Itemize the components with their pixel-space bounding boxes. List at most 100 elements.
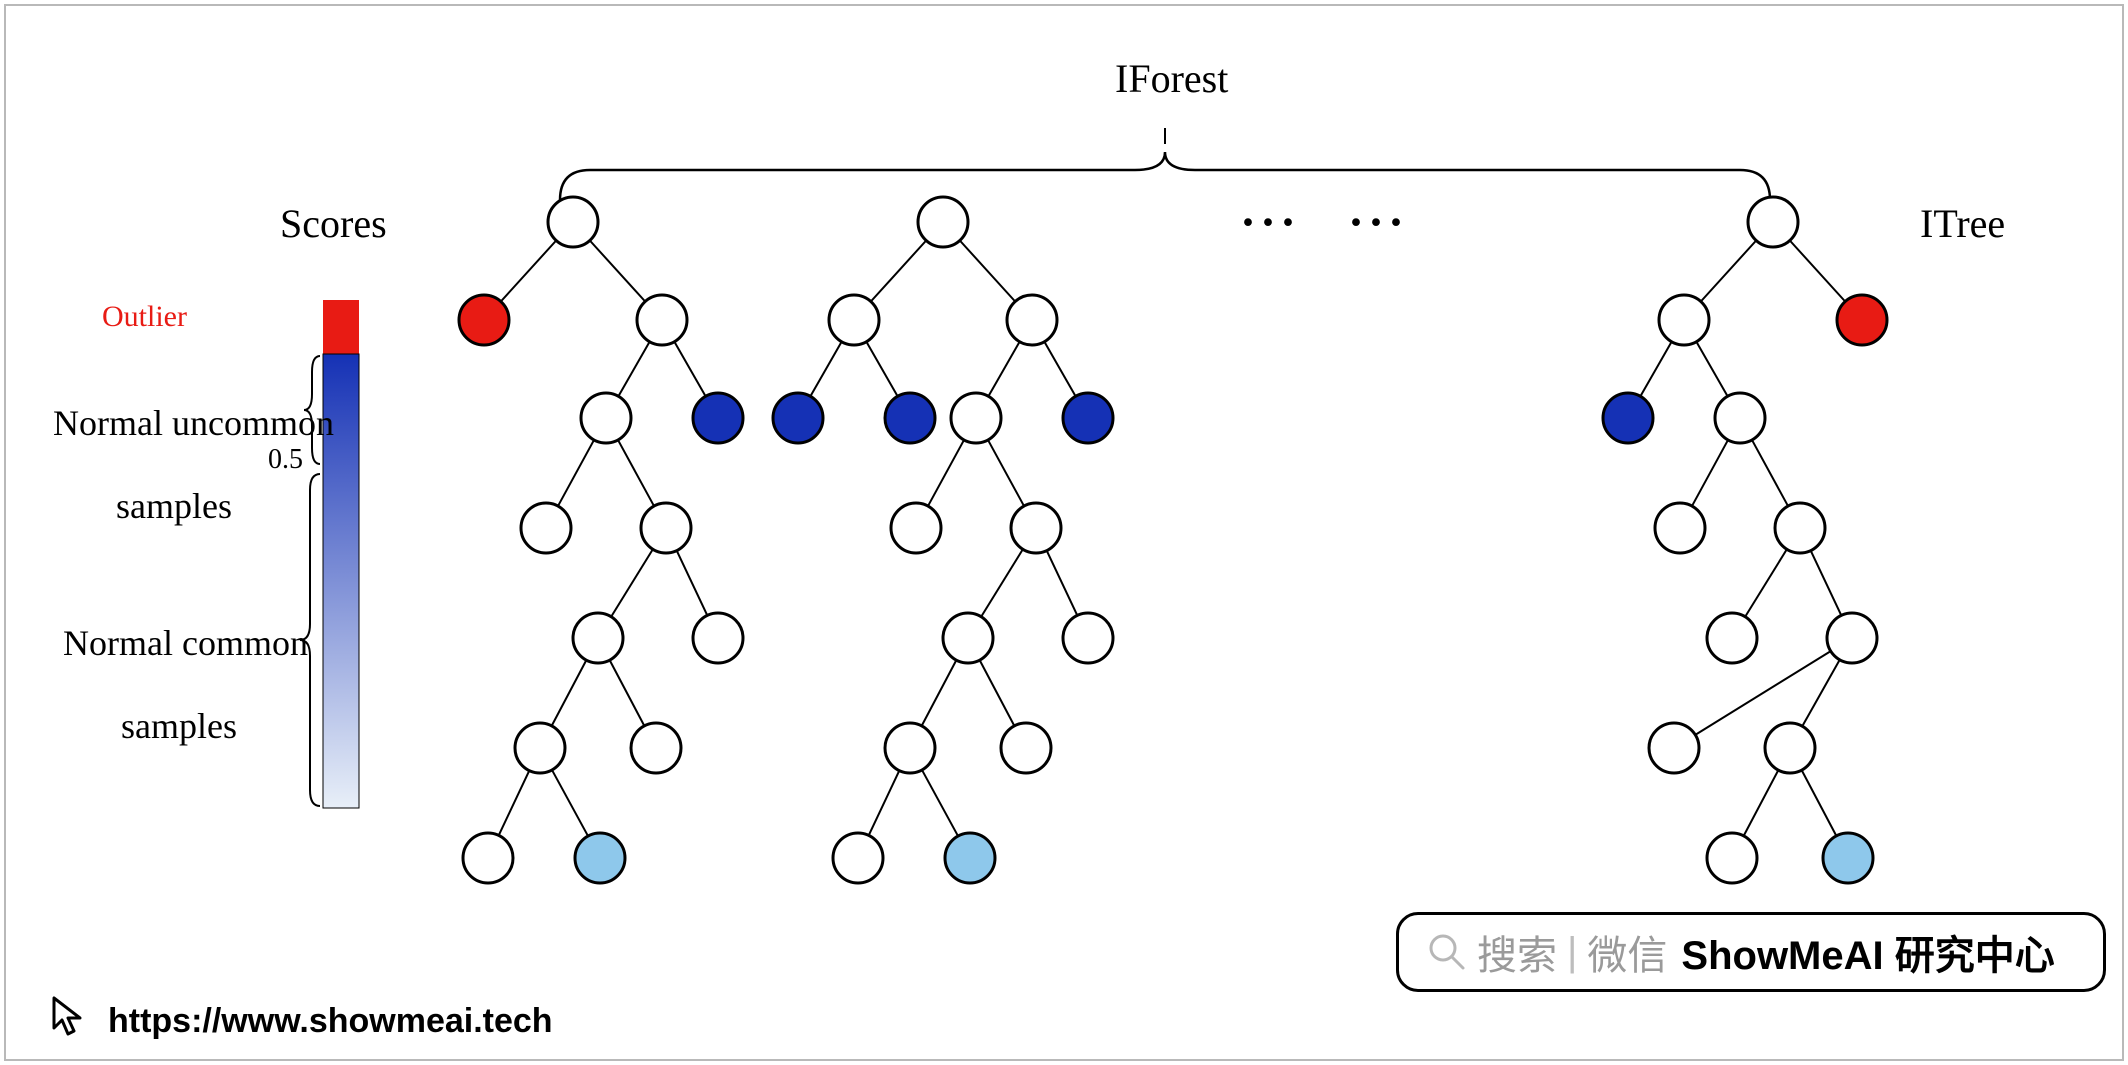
tree-node [1011, 503, 1061, 553]
tree-edge [981, 549, 1023, 616]
tree-edge [1696, 342, 1727, 397]
tree-edge [610, 660, 645, 726]
normal-common-line2: samples [121, 706, 237, 746]
tree-node [1063, 613, 1113, 663]
tree-edge [1802, 660, 1839, 726]
itree-label: ITree [1920, 200, 2005, 247]
tree-edge [552, 770, 588, 836]
tree-edge [558, 440, 594, 506]
tree-edge [922, 770, 958, 836]
iforest-bracket [560, 152, 1770, 210]
score-bar-red [323, 300, 359, 354]
tree-node [573, 613, 623, 663]
tree-node [1001, 723, 1051, 773]
tree-node [1823, 833, 1873, 883]
tree-edge [866, 342, 897, 397]
tree-edge [871, 241, 926, 302]
tree-node [1603, 393, 1653, 443]
tree-node [575, 833, 625, 883]
tree2 [773, 197, 1113, 883]
tree-edge [1745, 549, 1787, 616]
footer-url: https://www.showmeai.tech [108, 1002, 553, 1041]
tree-node [1655, 503, 1705, 553]
tree-edge [869, 771, 900, 836]
tree-node [773, 393, 823, 443]
tree-node [1775, 503, 1825, 553]
tree-node [515, 723, 565, 773]
scores-title: Scores [280, 200, 387, 247]
tree-node [1748, 197, 1798, 247]
normal-common-label: Normal common samples [45, 582, 295, 748]
tree-node [548, 197, 598, 247]
tree-node [885, 723, 935, 773]
normal-common-line1: Normal common [63, 623, 308, 663]
watermark-wechat: 微信 [1587, 923, 1667, 981]
tree-edge [1811, 551, 1842, 616]
tree-node [1765, 723, 1815, 773]
watermark-sep: | [1557, 930, 1587, 975]
tree-edge [922, 660, 957, 726]
midpoint-label: 0.5 [268, 444, 303, 476]
tree-edge [1692, 440, 1728, 506]
tree-node [641, 503, 691, 553]
tree-edge [1044, 342, 1075, 397]
tree-node [693, 613, 743, 663]
diagram-svg [0, 0, 2128, 1065]
tree-node [943, 613, 993, 663]
tree1 [459, 197, 743, 883]
tree-node [945, 833, 995, 883]
tree-edge [1701, 241, 1756, 302]
tree-node [637, 295, 687, 345]
tree-edge [674, 342, 705, 397]
normal-uncommon-line2: samples [116, 486, 232, 526]
watermark-box: 搜索 | 微信 ShowMeAI 研究中心 [1396, 912, 2106, 992]
tree-edge [810, 342, 841, 397]
tree-node [1827, 613, 1877, 663]
tree-edge [501, 241, 556, 302]
search-icon [1427, 932, 1467, 972]
tree-edge [928, 440, 964, 506]
tree-edge [1695, 651, 1830, 735]
tree-edge [611, 549, 653, 616]
tree-node [463, 833, 513, 883]
tree-edge [590, 241, 645, 302]
normal-uncommon-label: Normal uncommon samples [35, 362, 295, 528]
tree-edge [618, 440, 654, 506]
tree-edge [1047, 551, 1078, 616]
tree-node [1837, 295, 1887, 345]
tree-edge [980, 660, 1015, 726]
tree-edge [988, 440, 1024, 506]
iforest-title: IForest [1115, 55, 1228, 102]
tree-node [521, 503, 571, 553]
tree-node [1063, 393, 1113, 443]
tree-node [459, 295, 509, 345]
tree3 [1603, 197, 1887, 883]
tree-edge [1744, 770, 1779, 836]
tree-edge [1752, 440, 1788, 506]
tree-node [693, 393, 743, 443]
tree-edge [1802, 770, 1837, 836]
tree-node [885, 393, 935, 443]
outlier-label: Outlier [102, 300, 187, 334]
tree-node [1707, 613, 1757, 663]
tree-edge [1790, 241, 1845, 302]
tree-edge [552, 660, 587, 726]
tree-node [951, 393, 1001, 443]
watermark-search: 搜索 [1477, 923, 1557, 981]
tree-edge [960, 241, 1015, 302]
tree-edge [1640, 342, 1671, 397]
tree-node [833, 833, 883, 883]
tree-node [631, 723, 681, 773]
tree-node [918, 197, 968, 247]
tree-edge [988, 342, 1019, 397]
tree-node [1649, 723, 1699, 773]
watermark-brand: ShowMeAI 研究中心 [1681, 923, 2054, 981]
tree-node [1715, 393, 1765, 443]
normal-uncommon-line1: Normal uncommon [53, 403, 334, 443]
tree-node [891, 503, 941, 553]
tree-node [1707, 833, 1757, 883]
tree-node [1007, 295, 1057, 345]
tree-edge [677, 551, 708, 616]
tree-node [1659, 295, 1709, 345]
cursor-icon [44, 992, 94, 1042]
